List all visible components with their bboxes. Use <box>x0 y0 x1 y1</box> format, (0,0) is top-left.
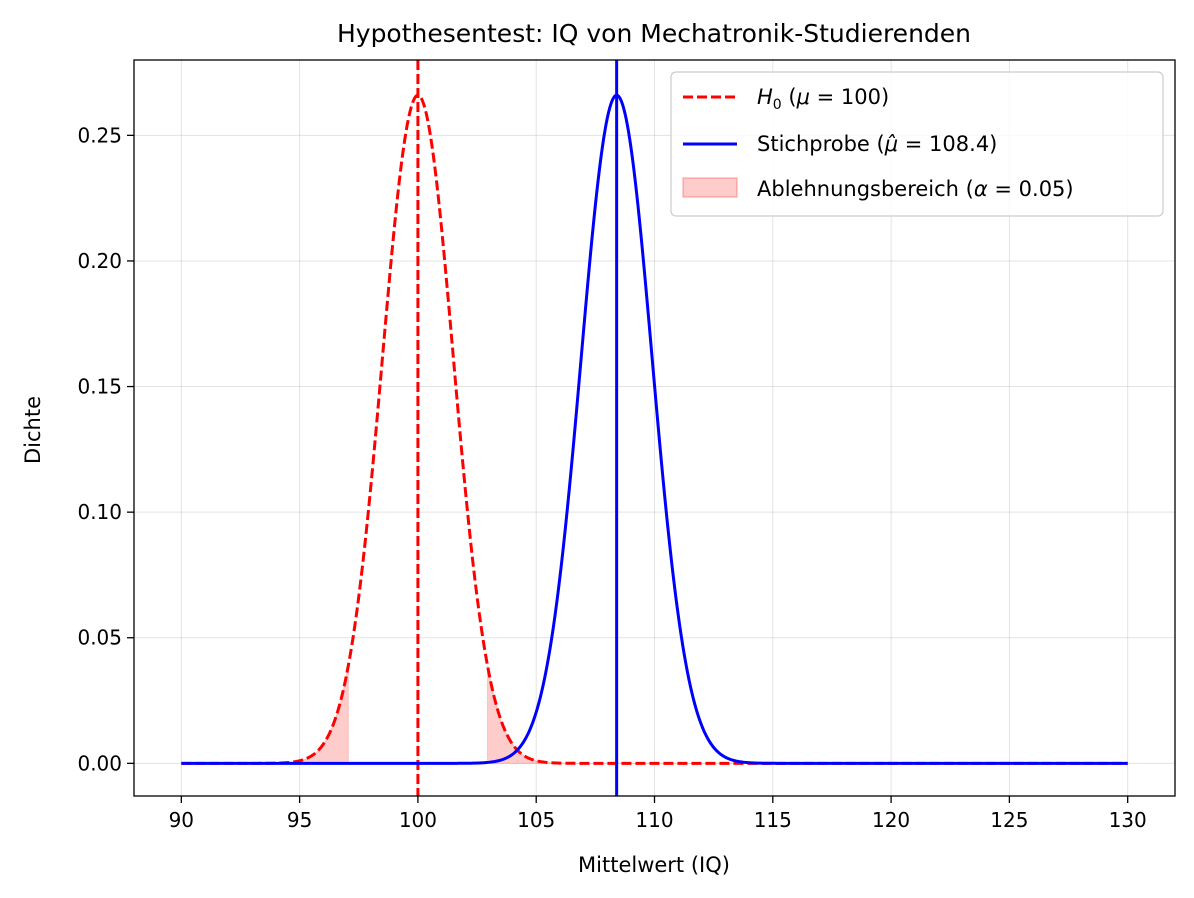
chart-title: Hypothesentest: IQ von Mechatronik-Studi… <box>337 19 971 48</box>
legend-box <box>670 71 1164 217</box>
x-tick-label: 125 <box>990 808 1028 832</box>
y-tick-label: 0.00 <box>77 751 122 775</box>
legend-swatch-ablehnungsbereich <box>682 177 738 198</box>
y-axis: 0.00 0.05 0.10 0.15 0.20 0.25 <box>77 123 134 775</box>
series-curve-stichprobe <box>181 93 1128 765</box>
x-tick-label: 120 <box>872 808 910 832</box>
x-tick-label: 110 <box>635 808 673 832</box>
legend-label-h0: H0 (μ = 100) <box>757 85 889 113</box>
legend-label-stichprobe: Stichprobe (μ̂ = 108.4) <box>757 132 997 156</box>
x-tick-label: 100 <box>399 808 437 832</box>
series-curve-h0 <box>181 93 1128 765</box>
x-tick-label: 130 <box>1109 808 1147 832</box>
y-tick-label: 0.20 <box>77 249 122 273</box>
legend-label-ablehnungsbereich: Ablehnungsbereich (α = 0.05) <box>757 177 1074 201</box>
x-tick-label: 105 <box>517 808 555 832</box>
x-tick-label: 95 <box>287 808 312 832</box>
series-lines <box>181 60 1128 796</box>
y-tick-label: 0.25 <box>77 123 122 147</box>
legend: H0 (μ = 100) Stichprobe (μ̂ = 108.4) Abl… <box>670 71 1164 217</box>
x-axis: 90 95 100 105 110 115 120 125 130 <box>169 796 1147 832</box>
x-tick-label: 90 <box>169 808 194 832</box>
y-tick-label: 0.05 <box>77 626 122 650</box>
x-tick-label: 115 <box>754 808 792 832</box>
y-tick-label: 0.10 <box>77 500 122 524</box>
y-tick-label: 0.15 <box>77 375 122 399</box>
y-axis-label: Dichte <box>21 396 45 464</box>
x-axis-label: Mittelwert (IQ) <box>578 853 730 877</box>
